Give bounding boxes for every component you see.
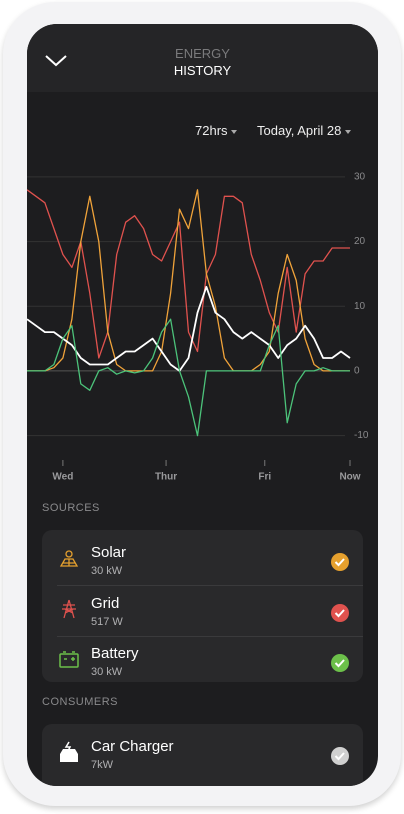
sources-card: Solar 30 kW Grid 517 W Battery 30 kW [42,530,363,682]
title: ENERGY [175,46,230,61]
divider [57,585,363,586]
close-chevron[interactable] [44,54,68,68]
x-tick-label: Wed [52,472,73,483]
list-row[interactable]: Solar 30 kW [42,536,363,586]
source-icon [62,599,76,618]
y-tick-label: 0 [354,366,360,377]
caret [231,130,238,134]
x-tick-label: Now [339,472,360,483]
item-value: 30 kW [91,565,123,577]
list-row[interactable]: Grid 517 W [42,587,363,637]
series-line [27,189,350,359]
list-row[interactable]: Car Charger 7kW [42,730,363,780]
check-toggle[interactable] [330,746,350,766]
y-tick-label: 10 [354,301,366,312]
series-line [27,318,350,437]
item-value: 7kW [91,759,113,771]
header: ENERGY HISTORY [27,24,378,92]
date-select[interactable]: Today, April 28 [257,123,353,138]
y-tick-label: -10 [354,430,369,441]
item-name: Grid [91,594,120,612]
list-row[interactable]: Battery 30 kW [42,637,363,687]
x-tick-label: Thur [155,472,177,483]
consumers-heading: CONSUMERS [42,696,119,708]
x-tick-label: Fri [258,472,271,483]
date-label: Today, April 28 [257,123,342,138]
y-tick-label: 30 [354,172,366,183]
range-select[interactable]: 72hrs [195,123,239,138]
check-toggle[interactable] [330,603,350,623]
check-toggle[interactable] [330,653,350,673]
sources-heading: SOURCES [42,502,100,514]
y-tick-label: 20 [354,236,366,247]
item-value: 517 W [91,615,123,628]
item-value: 30 kW [91,666,123,678]
item-name: Car Charger [91,738,174,755]
range-label: 72hrs [195,123,228,138]
item-name: Solar [91,544,127,561]
series-line [27,285,351,372]
series-line [27,189,350,372]
divider [57,635,363,637]
caret [344,130,351,134]
item-name: Battery [91,645,139,662]
consumers-card: Car Charger 7kW [42,724,363,786]
screen: ENERGY HISTORY 72hrs Today, April 28 -10… [27,24,378,786]
source-icon [59,550,79,567]
subtitle: HISTORY [173,63,232,78]
source-icon [60,741,78,762]
chart: -10 0 10 20 30 Wed Thur Fri Now [27,172,369,483]
source-icon [59,651,79,668]
check-toggle[interactable] [330,552,350,572]
